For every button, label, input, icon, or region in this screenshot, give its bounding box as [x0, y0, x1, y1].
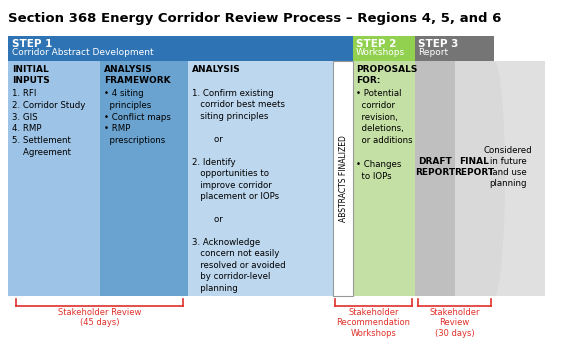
Text: Stakeholder
Recommendation
Workshops: Stakeholder Recommendation Workshops	[337, 308, 410, 338]
Bar	[415, 61, 455, 296]
Bar	[415, 36, 494, 61]
Text: PROPOSALS
FOR:: PROPOSALS FOR:	[356, 65, 418, 85]
Text: Stakeholder
Review
(30 days): Stakeholder Review (30 days)	[429, 308, 480, 338]
Text: • Potential
  corridor
  revision,
  deletions,
  or additions

• Changes
  to I: • Potential corridor revision, deletions…	[356, 89, 413, 180]
Bar	[8, 36, 353, 61]
Text: 1. RFI
2. Corridor Study
3. GIS
4. RMP
5. Settlement
    Agreement: 1. RFI 2. Corridor Study 3. GIS 4. RMP 5…	[12, 89, 85, 157]
Text: STEP 1: STEP 1	[12, 39, 52, 49]
Text: DRAFT
REPORT: DRAFT REPORT	[415, 157, 455, 177]
Text: Corridor Abstract Development: Corridor Abstract Development	[12, 48, 153, 57]
Text: FINAL
REPORT: FINAL REPORT	[455, 157, 495, 177]
Bar	[353, 61, 415, 296]
Text: Stakeholder Review
(45 days): Stakeholder Review (45 days)	[58, 308, 141, 328]
Text: ABSTRACTS FINALIZED: ABSTRACTS FINALIZED	[338, 135, 347, 222]
Text: Workshops: Workshops	[356, 48, 405, 57]
Text: STEP 3: STEP 3	[418, 39, 459, 49]
Text: 1. Confirm existing
   corridor best meets
   siting principles

        or

2. : 1. Confirm existing corridor best meets …	[192, 89, 285, 293]
Text: ANALYSIS: ANALYSIS	[192, 65, 241, 74]
Text: ANALYSIS
FRAMEWORK: ANALYSIS FRAMEWORK	[104, 65, 171, 85]
Text: • 4 siting
  principles
• Conflict maps
• RMP
  prescriptions: • 4 siting principles • Conflict maps • …	[104, 89, 171, 145]
Bar	[188, 61, 333, 296]
Text: Report: Report	[418, 48, 448, 57]
Bar	[455, 61, 494, 296]
Bar	[100, 61, 188, 296]
Bar	[8, 61, 100, 296]
Text: Section 368 Energy Corridor Review Process – Regions 4, 5, and 6: Section 368 Energy Corridor Review Proce…	[8, 12, 501, 25]
Text: Considered
in future
land use
planning: Considered in future land use planning	[484, 146, 532, 188]
Bar	[333, 61, 353, 296]
Bar	[494, 61, 545, 296]
Text: INITIAL
INPUTS: INITIAL INPUTS	[12, 65, 50, 85]
Bar	[353, 36, 415, 61]
Ellipse shape	[483, 61, 505, 296]
Text: STEP 2: STEP 2	[356, 39, 396, 49]
